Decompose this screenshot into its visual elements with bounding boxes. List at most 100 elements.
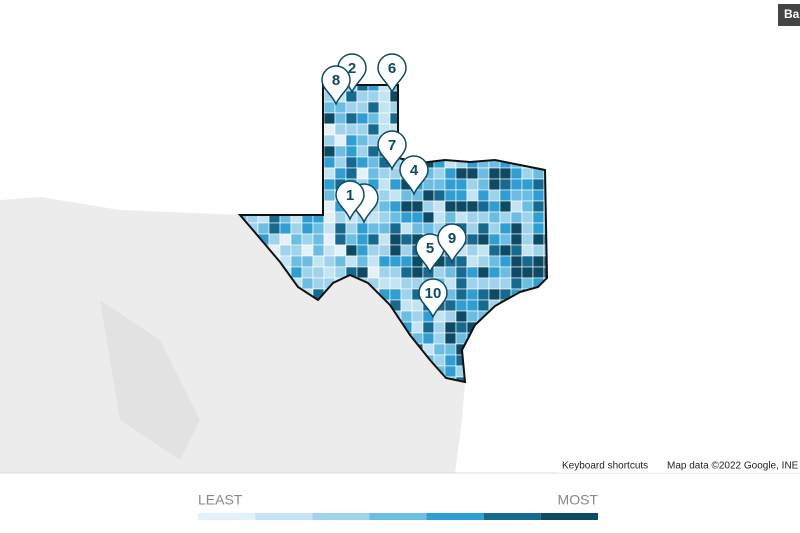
- marker[interactable]: 5: [415, 233, 445, 275]
- marker[interactable]: 4: [399, 155, 429, 197]
- marker-label: 1: [346, 187, 354, 204]
- county: [499, 211, 512, 224]
- marker[interactable]: 7: [377, 130, 407, 172]
- marker[interactable]: 9: [437, 223, 467, 265]
- county: [477, 178, 490, 191]
- marker-label: 9: [448, 230, 456, 247]
- county: [477, 288, 490, 301]
- county: [334, 145, 347, 158]
- county: [422, 222, 435, 235]
- county: [411, 266, 424, 279]
- county: [466, 277, 479, 290]
- county: [334, 266, 347, 279]
- county: [378, 200, 391, 213]
- county: [455, 376, 468, 382]
- county: [455, 310, 468, 323]
- county: [422, 321, 435, 334]
- marker[interactable]: 8: [321, 65, 351, 107]
- county: [400, 277, 413, 290]
- county: [466, 266, 479, 279]
- county: [444, 343, 457, 356]
- county: [345, 222, 358, 235]
- county: [367, 255, 380, 268]
- county: [422, 211, 435, 224]
- county: [510, 211, 523, 224]
- county: [433, 354, 446, 367]
- marker[interactable]: 6: [377, 53, 407, 95]
- county: [301, 244, 314, 257]
- county: [323, 211, 336, 224]
- county: [389, 233, 402, 246]
- keyboard-shortcuts[interactable]: Keyboard shortcuts: [562, 461, 648, 472]
- legend-swatch: [312, 513, 370, 520]
- county: [444, 332, 457, 345]
- marker-pin: [399, 155, 429, 197]
- county: [499, 255, 512, 268]
- county: [499, 178, 512, 191]
- county: [466, 310, 479, 323]
- county: [257, 222, 270, 235]
- county: [444, 178, 457, 191]
- county: [356, 145, 369, 158]
- marker-label: 6: [388, 60, 396, 77]
- county: [356, 222, 369, 235]
- county: [312, 277, 325, 290]
- marker-pin: [335, 180, 365, 222]
- county: [543, 266, 547, 279]
- county: [312, 255, 325, 268]
- county: [323, 156, 336, 169]
- county: [323, 266, 336, 279]
- county: [400, 299, 413, 312]
- county: [356, 112, 369, 125]
- county: [532, 200, 545, 213]
- county: [499, 266, 512, 279]
- county: [499, 233, 512, 246]
- county: [477, 189, 490, 202]
- county: [312, 244, 325, 257]
- county: [323, 134, 336, 147]
- county: [455, 167, 468, 180]
- marker-label: 7: [388, 137, 396, 154]
- county: [356, 167, 369, 180]
- county: [466, 288, 479, 301]
- county: [378, 101, 391, 114]
- map-type-label: Ba: [784, 7, 800, 21]
- county: [345, 101, 358, 114]
- county: [290, 222, 303, 235]
- county: [510, 189, 523, 202]
- county: [499, 277, 512, 290]
- county: [411, 321, 424, 334]
- county: [290, 244, 303, 257]
- county: [323, 112, 336, 125]
- legend-swatch: [255, 513, 313, 520]
- county: [378, 211, 391, 224]
- county: [466, 200, 479, 213]
- county: [301, 233, 314, 246]
- county: [499, 167, 512, 180]
- county: [389, 211, 402, 224]
- county: [455, 178, 468, 191]
- legend-swatch: [540, 513, 598, 520]
- marker[interactable]: 1: [335, 180, 365, 222]
- county: [389, 266, 402, 279]
- county: [400, 244, 413, 257]
- marker-pin: [377, 130, 407, 172]
- county: [378, 222, 391, 235]
- county: [334, 255, 347, 268]
- county: [433, 211, 446, 224]
- county: [356, 255, 369, 268]
- map-type-button[interactable]: [778, 4, 800, 26]
- county: [455, 200, 468, 213]
- county: [378, 90, 391, 103]
- county: [477, 277, 490, 290]
- county: [444, 167, 457, 180]
- county: [400, 189, 413, 202]
- marker[interactable]: 10: [418, 278, 448, 320]
- county: [323, 244, 336, 257]
- county: [345, 134, 358, 147]
- county: [367, 112, 380, 125]
- county: [356, 244, 369, 257]
- county: [400, 200, 413, 213]
- county: [323, 189, 336, 202]
- county: [422, 332, 435, 345]
